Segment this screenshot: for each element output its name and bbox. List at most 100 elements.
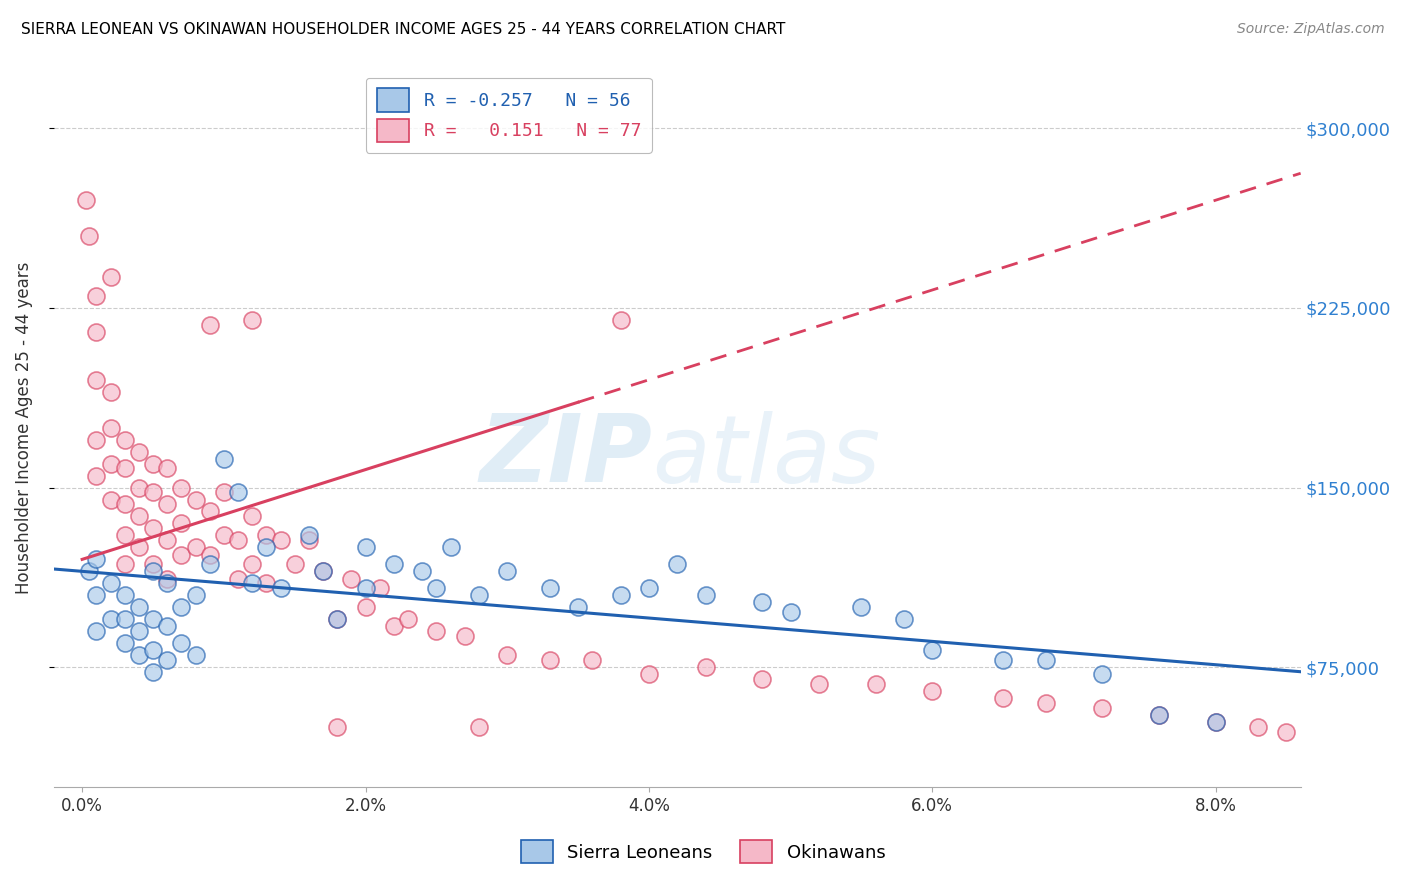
Point [1147, 708, 1170, 723]
Point [142, 565, 165, 579]
Point [326, 720, 349, 734]
Point [77, 565, 100, 579]
Point [86, 588, 108, 602]
Point [75, 193, 97, 207]
Point [170, 636, 193, 650]
Point [496, 565, 519, 579]
Point [114, 612, 136, 626]
Point [142, 643, 165, 657]
Point [114, 636, 136, 650]
Point [991, 653, 1014, 667]
Point [86, 373, 108, 387]
Point [100, 269, 122, 284]
Point [1205, 715, 1227, 730]
Point [86, 325, 108, 339]
Point [170, 481, 193, 495]
Point [142, 665, 165, 679]
Point [382, 619, 405, 633]
Point [1205, 715, 1227, 730]
Point [921, 684, 943, 698]
Point [1035, 653, 1057, 667]
Point [609, 313, 631, 327]
Point [170, 548, 193, 562]
Point [77, 229, 100, 244]
Point [240, 557, 263, 571]
Legend: Sierra Leoneans, Okinawans: Sierra Leoneans, Okinawans [510, 830, 896, 874]
Point [779, 605, 801, 619]
Point [128, 600, 150, 615]
Point [1035, 696, 1057, 710]
Point [212, 485, 235, 500]
Point [198, 548, 221, 562]
Point [638, 667, 661, 681]
Point [368, 581, 391, 595]
Point [354, 600, 377, 615]
Point [581, 653, 603, 667]
Point [86, 289, 108, 303]
Point [156, 572, 179, 586]
Legend: R = -0.257   N = 56, R =   0.151   N = 77: R = -0.257 N = 56, R = 0.151 N = 77 [366, 78, 652, 153]
Point [921, 643, 943, 657]
Point [86, 552, 108, 566]
Point [254, 541, 277, 555]
Point [254, 528, 277, 542]
Point [638, 581, 661, 595]
Point [142, 521, 165, 535]
Text: SIERRA LEONEAN VS OKINAWAN HOUSEHOLDER INCOME AGES 25 - 44 YEARS CORRELATION CHA: SIERRA LEONEAN VS OKINAWAN HOUSEHOLDER I… [21, 22, 786, 37]
Y-axis label: Householder Income Ages 25 - 44 years: Householder Income Ages 25 - 44 years [15, 261, 32, 594]
Point [114, 461, 136, 475]
Point [100, 384, 122, 399]
Point [270, 533, 292, 548]
Point [411, 565, 433, 579]
Point [198, 318, 221, 332]
Point [86, 433, 108, 447]
Point [893, 612, 915, 626]
Point [156, 461, 179, 475]
Point [170, 600, 193, 615]
Point [851, 600, 873, 615]
Point [240, 313, 263, 327]
Point [86, 624, 108, 639]
Point [538, 581, 561, 595]
Point [468, 720, 491, 734]
Point [100, 492, 122, 507]
Point [354, 581, 377, 595]
Point [751, 672, 773, 686]
Point [142, 557, 165, 571]
Point [170, 516, 193, 531]
Point [1247, 720, 1270, 734]
Point [468, 588, 491, 602]
Point [128, 624, 150, 639]
Point [212, 528, 235, 542]
Point [184, 588, 207, 602]
Point [807, 677, 830, 691]
Text: atlas: atlas [652, 411, 880, 502]
Point [326, 612, 349, 626]
Point [128, 481, 150, 495]
Point [396, 612, 419, 626]
Point [538, 653, 561, 667]
Point [156, 619, 179, 633]
Point [496, 648, 519, 662]
Point [184, 492, 207, 507]
Point [128, 648, 150, 662]
Point [226, 485, 249, 500]
Point [86, 468, 108, 483]
Point [226, 533, 249, 548]
Point [142, 457, 165, 471]
Point [312, 565, 335, 579]
Point [114, 557, 136, 571]
Point [312, 565, 335, 579]
Point [991, 691, 1014, 706]
Point [114, 433, 136, 447]
Point [751, 595, 773, 609]
Point [425, 624, 447, 639]
Point [1275, 724, 1298, 739]
Point [128, 509, 150, 524]
Point [100, 457, 122, 471]
Point [114, 528, 136, 542]
Point [240, 576, 263, 591]
Point [198, 557, 221, 571]
Point [567, 600, 589, 615]
Point [156, 576, 179, 591]
